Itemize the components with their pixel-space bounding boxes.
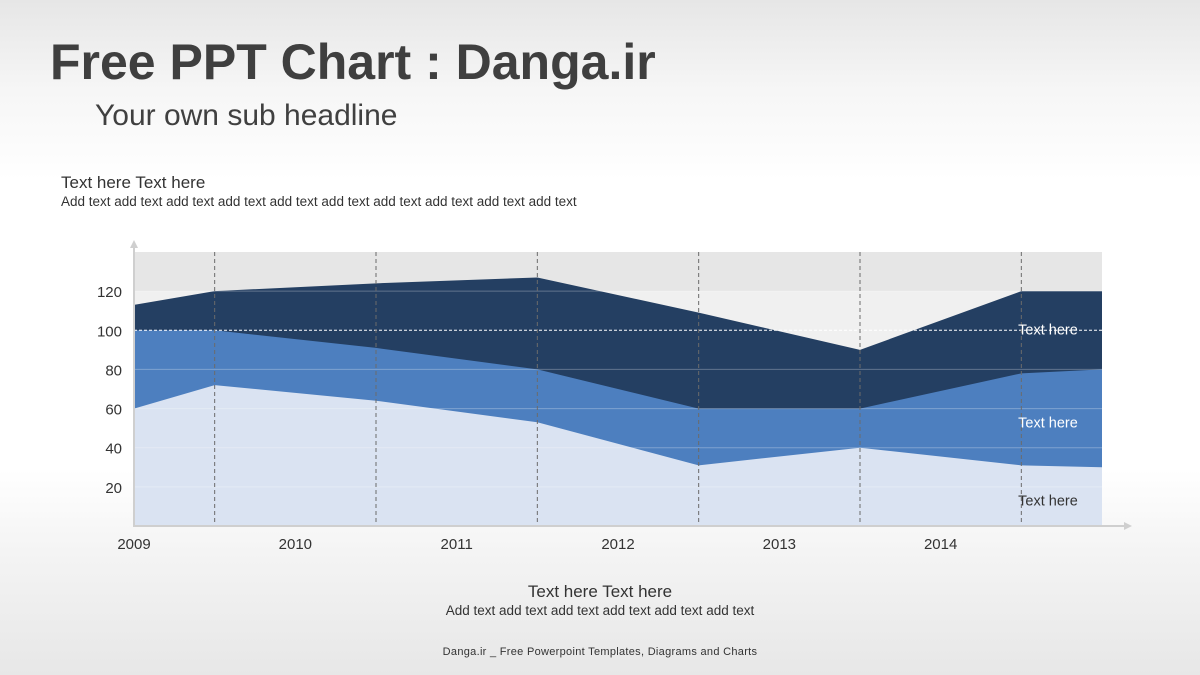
y-tick-label: 40	[105, 441, 122, 458]
top-text-heading: Text here Text here	[61, 173, 206, 192]
footer-credit: Danga.ir _ Free Powerpoint Templates, Di…	[442, 646, 758, 658]
page-subtitle: Your own sub headline	[95, 99, 398, 132]
x-tick-label: 2009	[117, 536, 150, 553]
y-tick-label: 100	[97, 323, 122, 340]
x-tick-label: 2010	[279, 536, 312, 553]
top-text-block: Text here Text here Add text add text ad…	[61, 173, 577, 211]
series-label-upper: Text here	[1018, 322, 1078, 338]
x-tick-label: 2013	[763, 536, 796, 553]
y-tick-label: 60	[105, 402, 122, 419]
x-tick-label: 2012	[601, 536, 634, 553]
y-axis-arrow-icon	[130, 240, 138, 248]
series-label-middle: Text here	[1018, 415, 1078, 431]
x-tick-label: 2014	[924, 536, 957, 553]
x-axis-arrow-icon	[1124, 522, 1132, 530]
bottom-text-body: Add text add text add text add text add …	[445, 603, 755, 618]
page-title: Free PPT Chart : Danga.ir	[50, 34, 656, 90]
series-label-lower: Text here	[1018, 494, 1078, 510]
bottom-text-block: Text here Text here Add text add text ad…	[0, 581, 1200, 620]
y-tick-label: 20	[105, 480, 122, 497]
y-tick-label: 120	[97, 284, 122, 301]
top-text-body: Add text add text add text add text add …	[61, 194, 577, 209]
bottom-text-heading: Text here Text here	[527, 582, 673, 601]
x-tick-label: 2011	[441, 536, 473, 553]
y-tick-label: 80	[105, 362, 122, 379]
